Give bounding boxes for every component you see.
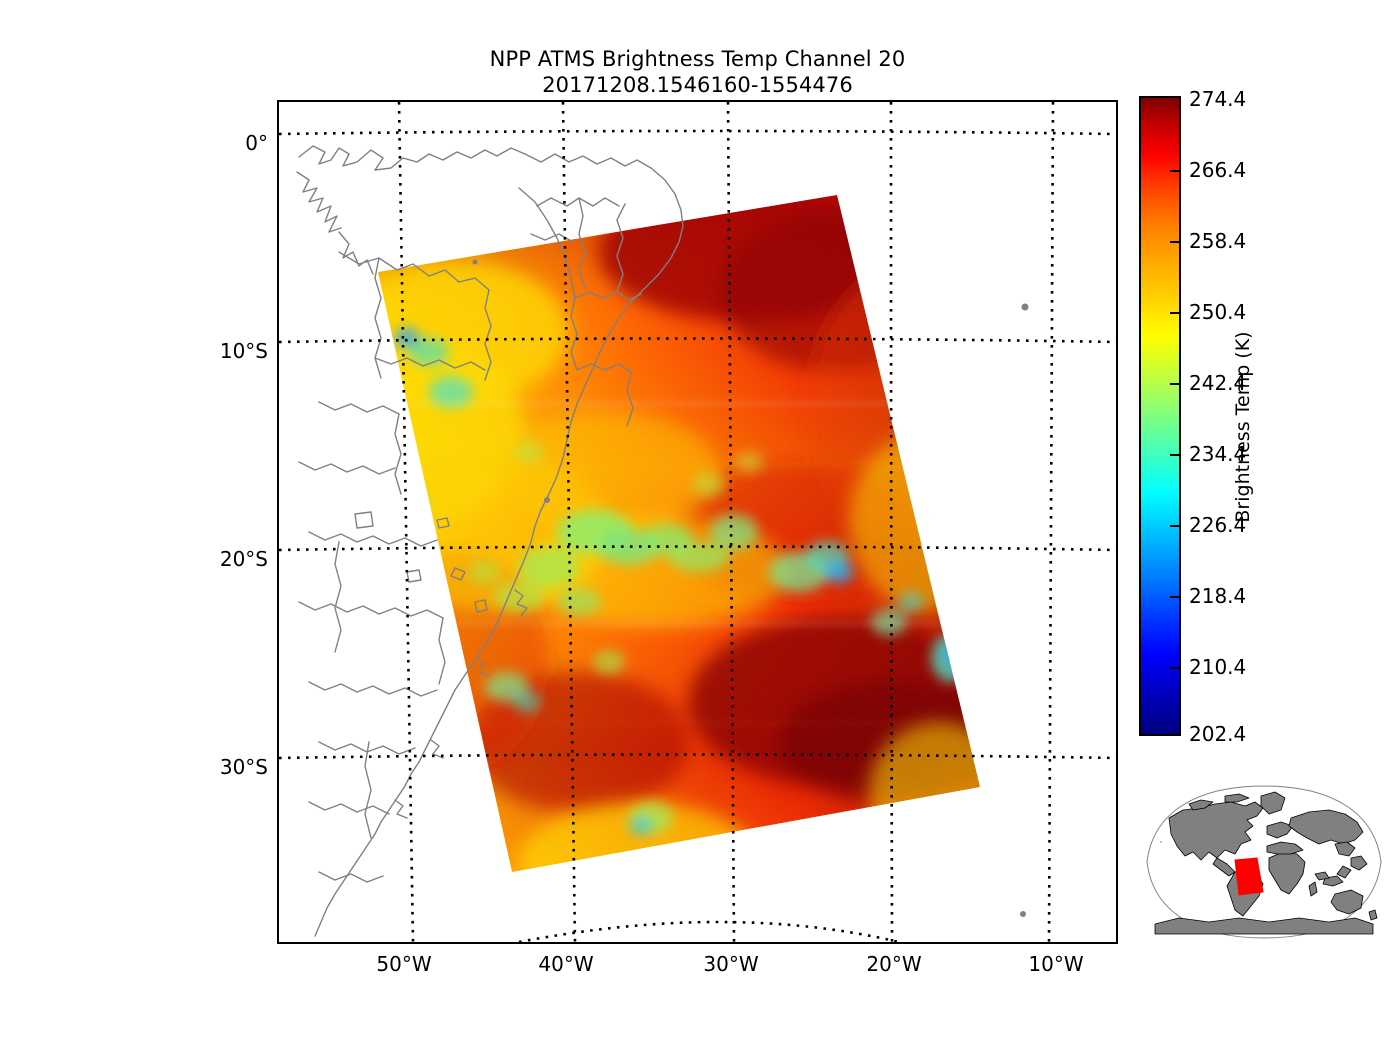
coastline-overlay — [296, 145, 684, 937]
title-line-2: 20171208.1546160-1554476 — [542, 73, 853, 97]
colorbar-tick-label-226: 226.4 — [1189, 513, 1247, 537]
map-canvas — [279, 102, 1116, 942]
colorbar-tick-label-250: 250.4 — [1189, 300, 1247, 324]
longitude-line-10W — [1047, 102, 1055, 942]
colorbar-tick-250 — [1170, 312, 1181, 314]
colorbar-gradient — [1141, 98, 1179, 734]
colorbar-tick-label-210: 210.4 — [1189, 655, 1247, 679]
inset-svg — [1146, 785, 1382, 939]
colorbar-tick-label-258: 258.4 — [1189, 229, 1247, 253]
lon-tick-label-40w: 40°W — [538, 952, 594, 976]
lat-tick-label-30s: 30°S — [219, 755, 268, 779]
colorbar-tick-258 — [1170, 241, 1181, 243]
lon-tick-label-30w: 30°W — [703, 952, 759, 976]
colorbar-tick-label-218: 218.4 — [1189, 584, 1247, 608]
lon-tick-label-20w: 20°W — [866, 952, 922, 976]
colorbar-tick-234 — [1170, 454, 1181, 456]
page-title: NPP ATMS Brightness Temp Channel 20 2017… — [277, 46, 1118, 98]
colorbar-tick-label-234: 234.4 — [1189, 442, 1247, 466]
title-line-1: NPP ATMS Brightness Temp Channel 20 — [489, 47, 906, 71]
map-plot-area[interactable] — [277, 100, 1118, 944]
brightness-temperature-swath — [378, 195, 980, 872]
projection-boundary — [518, 920, 900, 942]
colorbar-tick-266 — [1170, 170, 1181, 172]
lat-tick-label-10s: 10°S — [219, 339, 268, 363]
colorbar-tick-label-202: 202.4 — [1189, 722, 1247, 746]
inset-landmasses — [1154, 791, 1378, 935]
lon-tick-label-50w: 50°W — [376, 952, 432, 976]
colorbar-tick-242 — [1170, 383, 1181, 385]
colorbar[interactable] — [1139, 96, 1181, 736]
colorbar-tick-label-274: 274.4 — [1189, 87, 1247, 111]
colorbar-tick-210 — [1170, 667, 1181, 669]
island-marker — [472, 259, 1029, 917]
colorbar-axis-label: Brightness Temp (K) — [1232, 331, 1254, 523]
world-locator-map — [1139, 782, 1389, 942]
colorbar-tick-label-242: 242.4 — [1189, 371, 1247, 395]
lon-tick-label-10w: 10°W — [1028, 952, 1084, 976]
colorbar-tick-label-266: 266.4 — [1189, 158, 1247, 182]
colorbar-tick-226 — [1170, 525, 1181, 527]
colorbar-tick-218 — [1170, 596, 1181, 598]
swath-footprint-highlight — [1234, 857, 1264, 896]
latitude-line-0 — [279, 129, 1116, 136]
lat-tick-label-0: 0° — [245, 131, 268, 155]
inset-speck — [1160, 841, 1162, 843]
lat-tick-label-20s: 20°S — [219, 547, 268, 571]
